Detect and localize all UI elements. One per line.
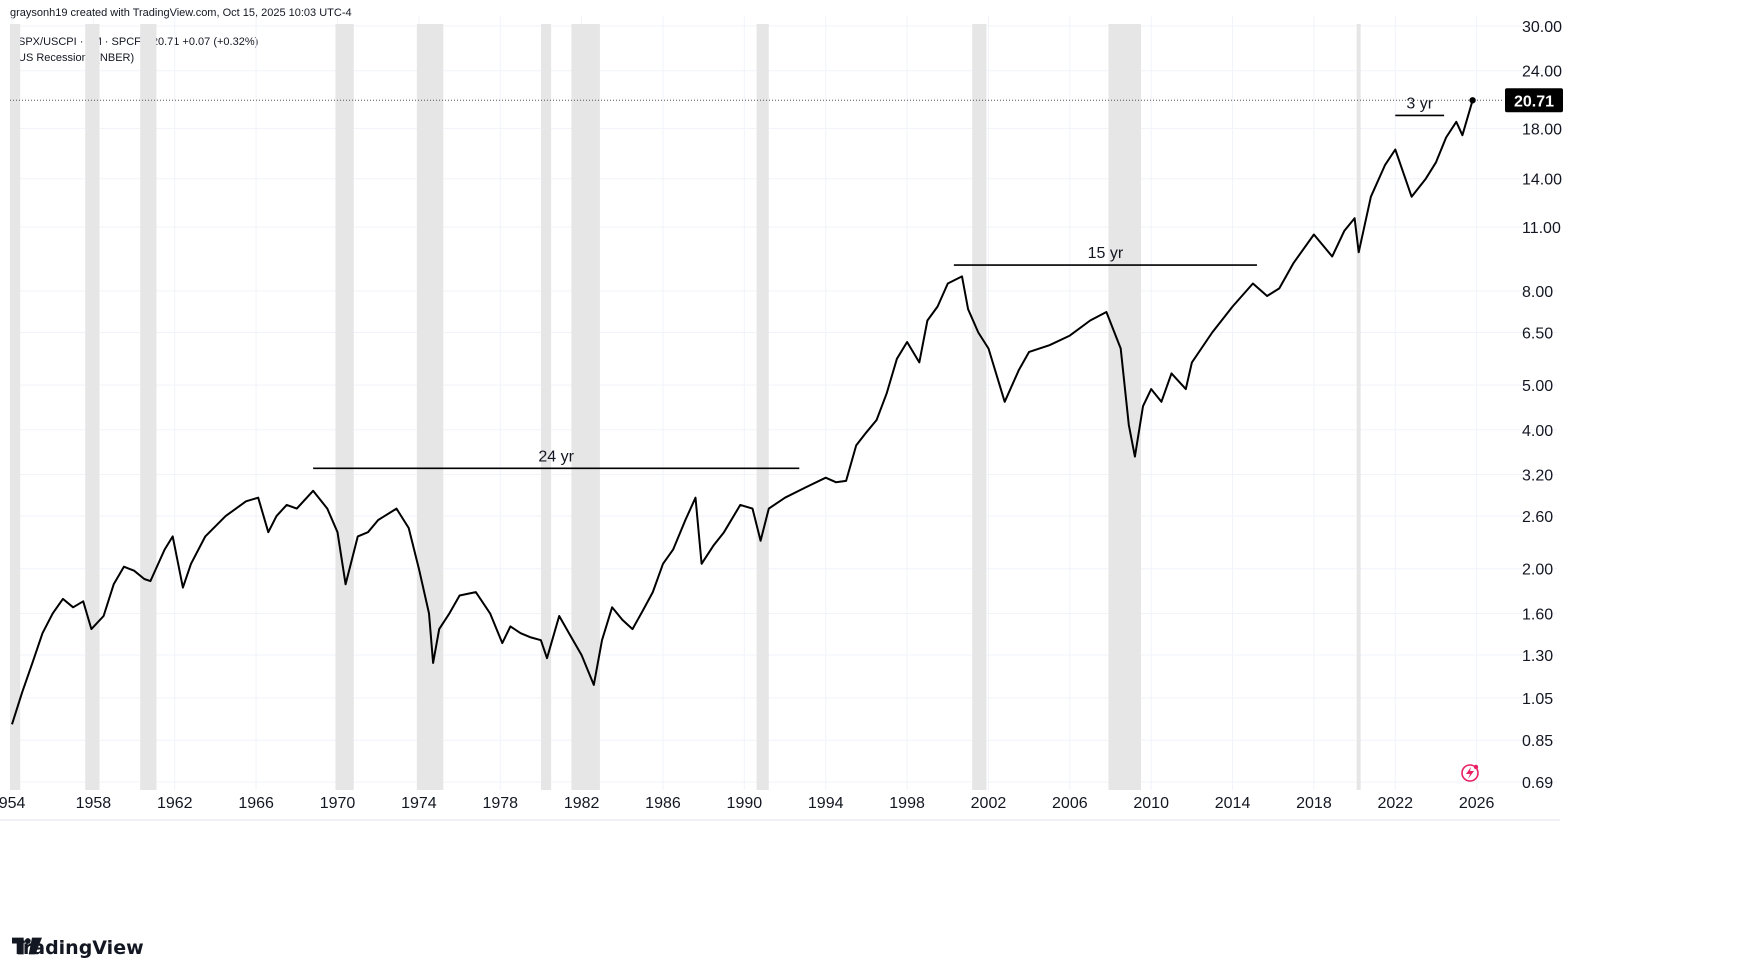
y-tick-label: 2.60 xyxy=(1522,509,1553,526)
duration-annotations: 24 yr 15 yr 3 yr xyxy=(313,95,1445,470)
recession-bands xyxy=(10,24,1361,790)
y-axis[interactable]: 30.00 24.00 18.00 14.00 11.00 8.00 6.50 5.00 4.0… xyxy=(1505,19,1563,792)
y-tick-label: 0.85 xyxy=(1522,733,1553,750)
x-tick-label: 1974 xyxy=(401,795,437,812)
x-tick-label: 1982 xyxy=(564,795,600,812)
x-tick-label: 2022 xyxy=(1377,795,1413,812)
last-price-value: 20.71 xyxy=(1514,93,1554,110)
last-price-badge: 20.71 xyxy=(1505,88,1563,113)
last-point-marker xyxy=(1469,97,1476,104)
y-tick-label: 3.20 xyxy=(1522,468,1553,485)
x-tick-label: 1998 xyxy=(889,795,925,812)
x-tick-label: 1986 xyxy=(645,795,681,812)
x-tick-label: 1970 xyxy=(320,795,356,812)
x-tick-label: 2018 xyxy=(1296,795,1332,812)
recession-band xyxy=(85,24,100,790)
x-tick-label: 1994 xyxy=(808,795,844,812)
x-tick-label: 1966 xyxy=(238,795,274,812)
lightning-alert-icon[interactable] xyxy=(1461,764,1479,782)
series-line[interactable] xyxy=(11,100,1474,725)
duration-label: 24 yr xyxy=(538,448,574,465)
x-tick-label: 1962 xyxy=(157,795,193,812)
x-tick-label: 2002 xyxy=(971,795,1007,812)
y-tick-label: 14.00 xyxy=(1522,172,1562,189)
x-tick-label: 2014 xyxy=(1215,795,1251,812)
recession-band xyxy=(540,24,552,790)
recession-band xyxy=(335,24,354,790)
duration-label: 15 yr xyxy=(1088,245,1124,262)
recession-band xyxy=(1108,24,1142,790)
recession-band xyxy=(140,24,157,790)
x-tick-label: 1978 xyxy=(482,795,518,812)
grid-lines xyxy=(0,16,1560,821)
recession-band xyxy=(10,24,21,790)
recession-band xyxy=(1356,24,1361,790)
y-tick-label: 6.50 xyxy=(1522,326,1553,343)
recession-band xyxy=(756,24,769,790)
y-tick-label: 8.00 xyxy=(1522,284,1553,301)
tradingview-logo-icon xyxy=(12,937,42,955)
series-line-layer xyxy=(10,97,1502,725)
y-tick-label: 1.60 xyxy=(1522,606,1553,623)
x-tick-label: 2026 xyxy=(1459,795,1495,812)
y-tick-label: 1.05 xyxy=(1522,691,1553,708)
y-tick-label: 18.00 xyxy=(1522,121,1562,138)
y-tick-label: 0.69 xyxy=(1522,775,1553,792)
indicator-legend-line[interactable]: US Recessions (NBER) xyxy=(18,52,135,64)
x-axis[interactable]: 954 1958 1962 1966 1970 1974 1978 1982 1986 1990 1… xyxy=(0,764,1495,812)
y-tick-label: 30.00 xyxy=(1522,19,1562,36)
series-legend-line[interactable]: SPX/USCPI · 1M · SPCFD 20.71 +0.07 (+0.3… xyxy=(18,36,259,48)
y-tick-label: 4.00 xyxy=(1522,423,1553,440)
x-tick-label: 2006 xyxy=(1052,795,1088,812)
x-tick-label: 1990 xyxy=(727,795,763,812)
x-tick-label: 2010 xyxy=(1133,795,1169,812)
y-tick-label: 5.00 xyxy=(1522,378,1553,395)
y-tick-label: 24.00 xyxy=(1522,64,1562,81)
x-tick-label: 954 xyxy=(0,795,25,812)
price-chart[interactable]: 24 yr 15 yr 3 yr 30.00 24.00 18.00 14.00 11.00… xyxy=(0,0,1750,930)
brand-name: TradingView xyxy=(12,937,144,959)
recession-band xyxy=(416,24,444,790)
tradingview-brand[interactable]: TradingView xyxy=(12,937,144,959)
y-tick-label: 11.00 xyxy=(1522,220,1561,237)
chart-credit: graysonh19 created with TradingView.com,… xyxy=(10,7,352,19)
chart-legend[interactable]: SPX/USCPI · 1M · SPCFD 20.71 +0.07 (+0.3… xyxy=(18,34,258,66)
x-tick-label: 1958 xyxy=(76,795,112,812)
recession-band xyxy=(972,24,987,790)
duration-label: 3 yr xyxy=(1406,95,1433,112)
recession-band xyxy=(571,24,600,790)
y-tick-label: 1.30 xyxy=(1522,648,1553,665)
y-tick-label: 2.00 xyxy=(1522,562,1553,579)
